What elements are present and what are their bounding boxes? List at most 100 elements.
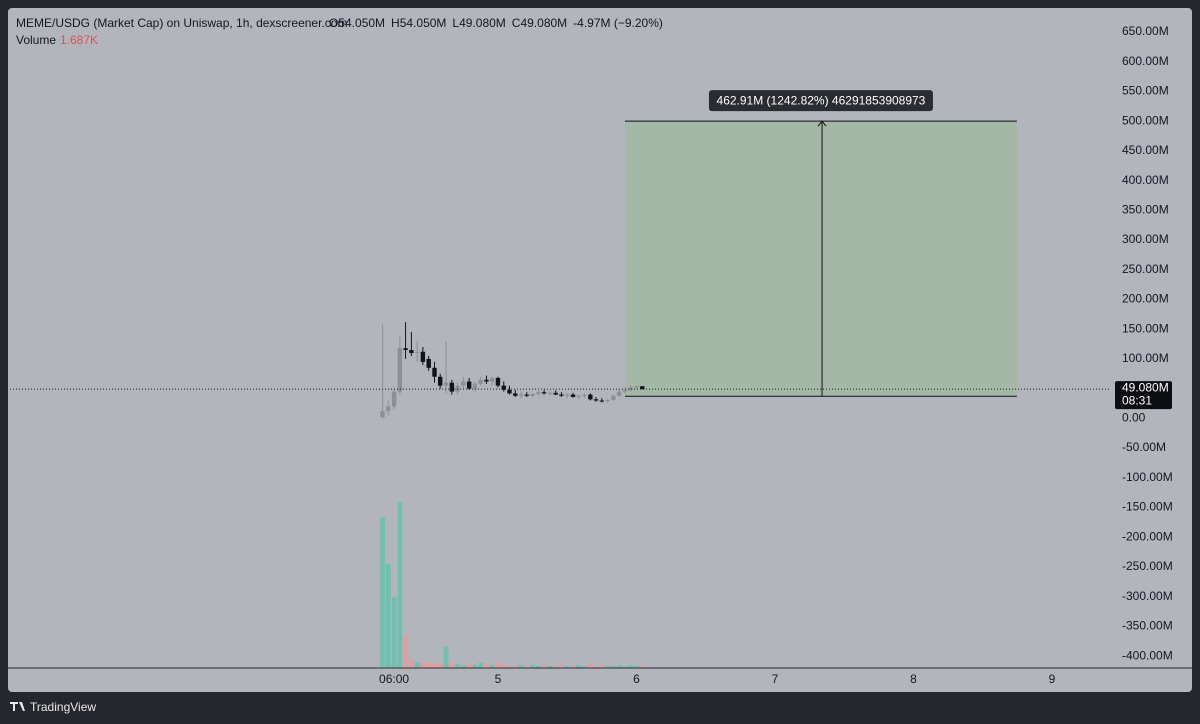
candle-body xyxy=(616,391,622,396)
candle-body xyxy=(478,379,483,384)
candle-body xyxy=(582,394,587,396)
volume-bar xyxy=(524,665,530,668)
y-tick-label: -150.00M xyxy=(1122,500,1173,514)
y-tick-label: -50.00M xyxy=(1122,440,1166,454)
volume-bar xyxy=(455,663,460,668)
y-tick-label: 300.00M xyxy=(1122,232,1169,246)
volume-bar xyxy=(593,665,599,668)
candle-body xyxy=(409,349,414,353)
y-tick-label: 150.00M xyxy=(1122,321,1169,335)
volume-bar xyxy=(420,663,426,668)
logo xyxy=(10,702,25,711)
candle-body xyxy=(484,379,489,382)
candle-body xyxy=(455,385,460,392)
x-tick-label: 8 xyxy=(910,672,917,686)
volume-bar xyxy=(518,665,524,668)
y-tick-label: -350.00M xyxy=(1122,619,1173,633)
candle-body xyxy=(541,392,547,394)
y-tick-label: -200.00M xyxy=(1122,529,1173,543)
volume-bar xyxy=(616,665,622,668)
volume-bar xyxy=(570,665,576,668)
y-tick-label: 200.00M xyxy=(1122,292,1169,306)
ohlc-label: -4.97M (−9.20%) xyxy=(573,16,663,30)
volume-bar xyxy=(408,659,414,668)
volume-bar xyxy=(512,665,518,668)
volume-bar xyxy=(558,665,564,668)
candle-body xyxy=(443,382,449,386)
volume-bar xyxy=(449,662,455,668)
measure-label-box xyxy=(708,90,933,112)
volume-bar xyxy=(564,665,570,668)
candle-body xyxy=(513,393,518,396)
candle-body xyxy=(530,393,535,396)
volume-value: 1.687K xyxy=(60,33,98,47)
volume-bar xyxy=(634,665,639,668)
candle-body xyxy=(489,377,495,382)
x-tick-label: 5 xyxy=(495,672,502,686)
volume-bar xyxy=(547,665,553,668)
ohlc-label: O54.050M xyxy=(329,16,385,30)
candle-body xyxy=(599,400,605,402)
volume-bar xyxy=(414,662,420,668)
y-tick-label: 400.00M xyxy=(1122,173,1169,187)
ohlc-label: H54.050M xyxy=(391,16,446,30)
countdown-label: 08:31 xyxy=(1122,393,1152,407)
measure-area xyxy=(624,121,1017,397)
volume-bar xyxy=(478,663,484,668)
candle-body xyxy=(449,382,455,392)
last-price-box xyxy=(1115,381,1172,410)
y-tick-label: -250.00M xyxy=(1122,559,1173,573)
volume-bar xyxy=(460,665,466,668)
measure-label: 462.91M (1242.82%) 46291853908973 xyxy=(717,93,926,107)
x-tick-label: 6 xyxy=(633,672,640,686)
last-price-label: 49.080M xyxy=(1122,380,1169,394)
candle-body xyxy=(634,386,639,388)
y-tick-label: 250.00M xyxy=(1122,262,1169,276)
candle-body xyxy=(518,394,524,396)
candle-body xyxy=(466,381,472,389)
candle-body xyxy=(403,348,408,350)
candle-body xyxy=(576,395,581,397)
candle-body xyxy=(588,394,593,400)
volume-bar xyxy=(587,663,593,668)
candle-body xyxy=(547,392,553,394)
volume-bar xyxy=(466,663,472,668)
volume-bar xyxy=(484,663,489,668)
candle-body xyxy=(420,351,426,362)
volume-title: Volume xyxy=(16,33,56,47)
volume-bar xyxy=(639,665,645,668)
y-tick-label: -100.00M xyxy=(1122,470,1173,484)
y-tick-label: 350.00M xyxy=(1122,202,1169,216)
candle-body xyxy=(472,383,478,389)
volume-bar xyxy=(501,665,507,668)
y-tick-label: 550.00M xyxy=(1122,84,1169,98)
ohlc-label: C49.080M xyxy=(512,16,567,30)
y-tick-label: 600.00M xyxy=(1122,54,1169,68)
candle-body xyxy=(553,392,558,395)
candle-body xyxy=(397,348,403,392)
candle-body xyxy=(415,351,420,353)
volume-bar xyxy=(426,662,432,668)
volume-bar xyxy=(541,665,547,668)
candle-body xyxy=(461,381,466,386)
y-tick-label: -300.00M xyxy=(1122,589,1173,603)
x-tick-label: 06:00 xyxy=(379,672,409,686)
volume-bar xyxy=(489,665,495,668)
y-tick-label: -400.00M xyxy=(1122,648,1173,662)
y-tick-label: 450.00M xyxy=(1122,143,1169,157)
volume-bar xyxy=(403,635,408,668)
y-tick-label: 500.00M xyxy=(1122,113,1169,127)
candle-body xyxy=(628,387,633,390)
candle-body xyxy=(593,399,599,401)
volume-bar xyxy=(391,596,397,668)
volume-bar xyxy=(385,563,391,668)
candle-body xyxy=(611,395,616,400)
volume-bar xyxy=(553,665,559,668)
volume-bar xyxy=(472,665,478,668)
y-tick-label: 650.00M xyxy=(1122,24,1169,38)
volume-bar xyxy=(380,517,385,668)
candle-body xyxy=(565,394,570,396)
candle-body xyxy=(386,406,391,412)
candle-body xyxy=(622,389,628,392)
volume-bar xyxy=(605,665,611,668)
